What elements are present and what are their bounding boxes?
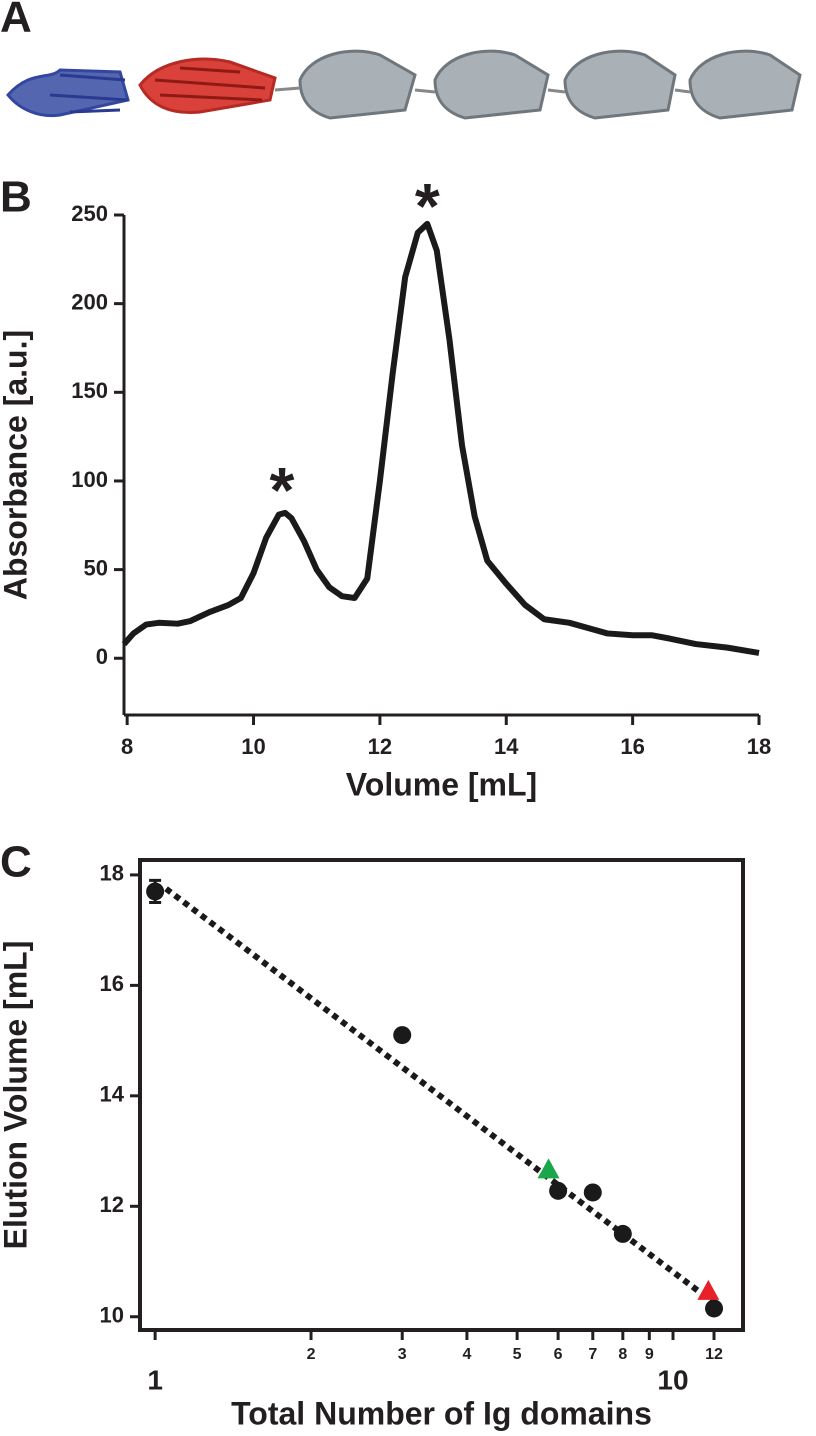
x-tick-label: 9 <box>645 1346 654 1363</box>
x-tick-label: 8 <box>618 1346 627 1363</box>
x-tick-label: 18 <box>747 734 771 759</box>
data-point <box>146 882 165 901</box>
panel-label: A <box>0 0 32 42</box>
x-tick-label: 7 <box>588 1346 597 1363</box>
x-tick-label: 14 <box>494 734 519 759</box>
y-tick-label: 12 <box>100 1192 124 1217</box>
x-tick-label: 1 <box>147 1364 163 1395</box>
x-axis-title: Volume [mL] <box>346 766 537 802</box>
y-tick-label: 14 <box>100 1082 125 1107</box>
x-tick-label: 5 <box>513 1346 522 1363</box>
data-point <box>583 1183 602 1202</box>
y-tick-label: 18 <box>100 861 124 886</box>
fit-line <box>164 886 720 1309</box>
panel-label: C <box>0 838 32 887</box>
y-tick-label: 16 <box>100 971 124 996</box>
annotation: * <box>270 454 295 526</box>
data-point <box>697 1279 720 1300</box>
x-tick-label: 16 <box>620 734 644 759</box>
protein-structure <box>6 49 802 120</box>
x-tick-label: 12 <box>705 1346 723 1363</box>
x-tick-label: 10 <box>241 734 265 759</box>
y-tick-label: 100 <box>71 467 108 492</box>
y-axis-title: Absorbance [a.u.] <box>0 330 33 600</box>
y-tick-label: 50 <box>84 555 108 580</box>
y-tick-label: 150 <box>71 378 108 403</box>
y-tick-label: 250 <box>71 201 108 226</box>
x-tick-label: 10 <box>657 1364 688 1395</box>
x-tick-label: 2 <box>307 1346 316 1363</box>
y-tick-label: 200 <box>71 289 108 314</box>
annotation: * <box>415 170 440 242</box>
x-tick-label: 6 <box>554 1346 563 1363</box>
x-tick-label: 3 <box>398 1346 407 1363</box>
x-tick-label: 8 <box>121 734 133 759</box>
data-point <box>705 1299 724 1318</box>
data-point <box>393 1026 412 1045</box>
trace <box>121 220 760 656</box>
data-point <box>549 1181 568 1200</box>
x-tick-label: 4 <box>462 1346 471 1363</box>
panel-label: B <box>0 173 32 222</box>
x-axis-title: Total Number of Ig domains <box>231 1395 652 1431</box>
data-point <box>537 1158 560 1179</box>
x-tick-label: 12 <box>368 734 392 759</box>
y-axis-title: Elution Volume [mL] <box>0 941 33 1250</box>
data-point <box>613 1224 632 1243</box>
y-tick-label: 0 <box>96 644 108 669</box>
y-tick-label: 10 <box>100 1303 124 1328</box>
